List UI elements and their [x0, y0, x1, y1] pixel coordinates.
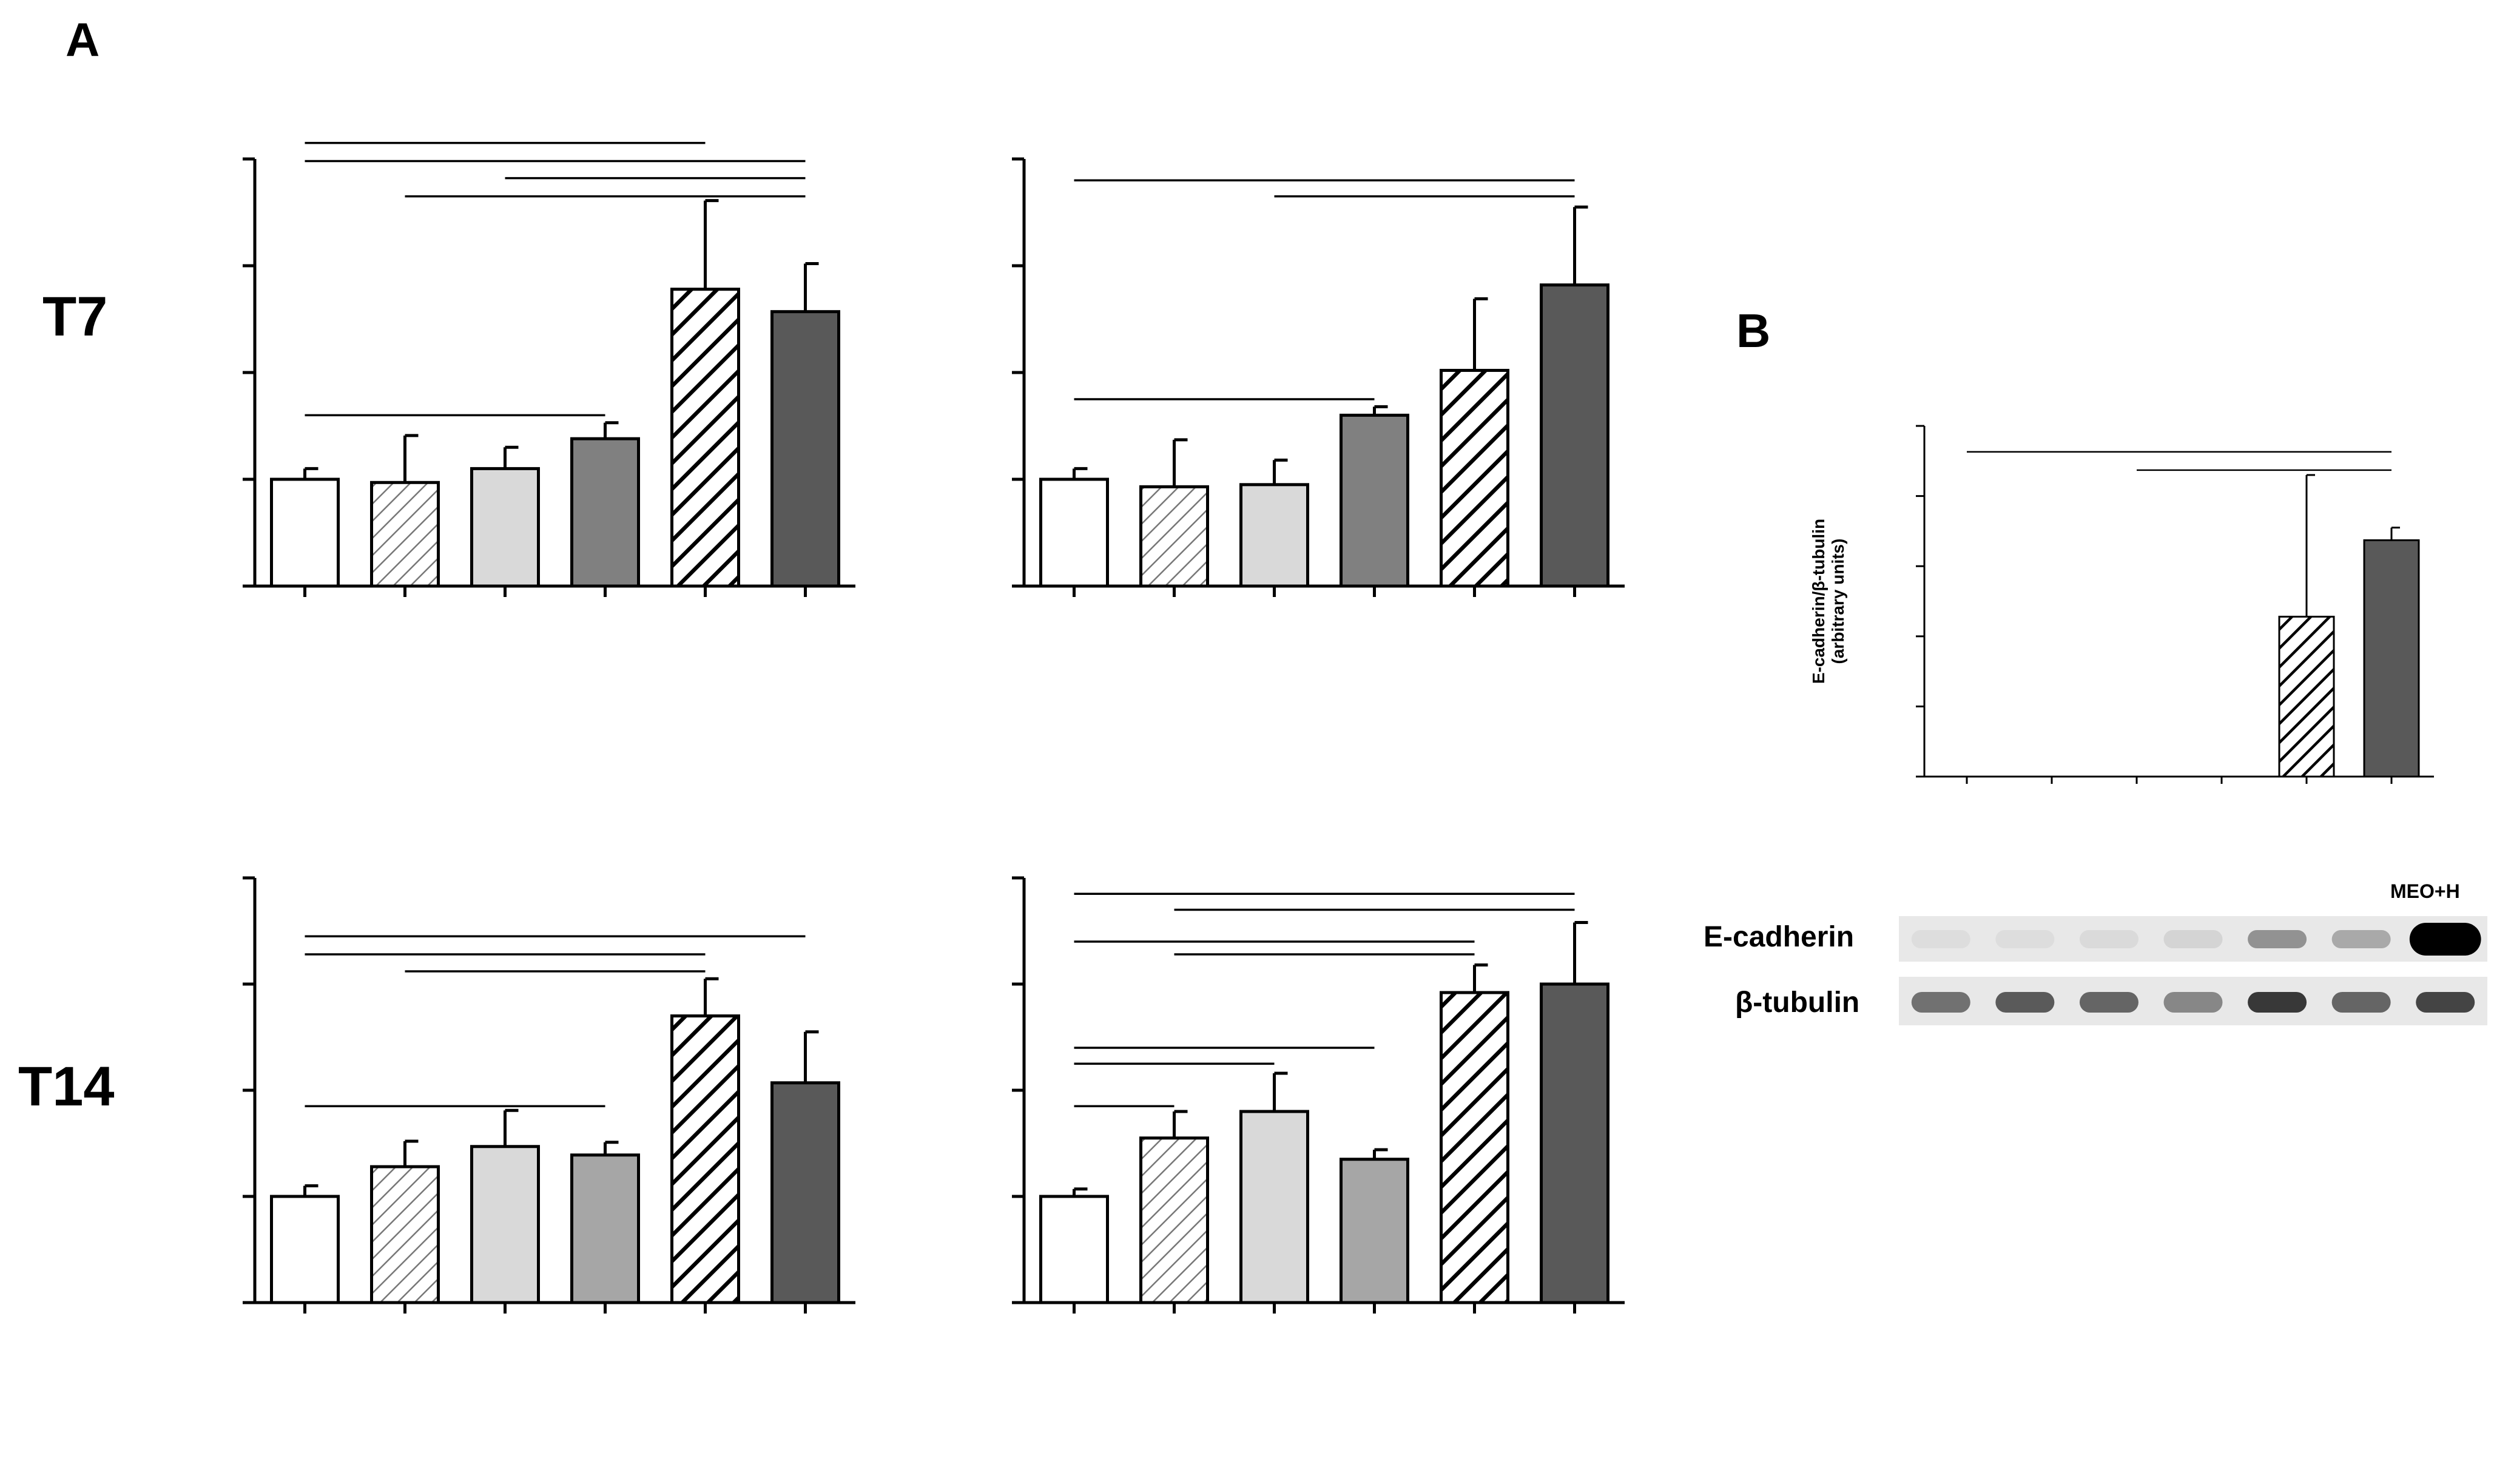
y-axis-label: E-cadherin/β-tubulin(arbitrary units)	[1809, 519, 1847, 684]
blot-band-r0-l2	[2079, 930, 2139, 948]
bar-3	[1340, 1158, 1409, 1304]
blot-lane-label: MEO+H	[2390, 880, 2460, 902]
bar-2	[470, 1145, 540, 1304]
blot-row-label-b-tubulin: β-tubulin	[1735, 987, 1859, 1019]
blot-band-r1-l4	[2248, 992, 2307, 1013]
blot-band-r0-l4	[2248, 930, 2307, 948]
bar-4	[670, 288, 740, 588]
panel-label-a: A	[66, 13, 99, 66]
blot-band-r1-l0	[1911, 992, 1970, 1013]
bar-0	[270, 477, 340, 588]
bar-5	[1540, 982, 1609, 1304]
bar-4	[1440, 991, 1509, 1304]
bar-5	[770, 310, 840, 588]
bar-2	[1239, 1110, 1309, 1304]
blot-band-r1-l5	[2331, 992, 2391, 1013]
bar-2	[1239, 483, 1309, 588]
t7-e-cadherin-chart	[243, 141, 855, 597]
blot-band-r0-l6	[2409, 923, 2481, 956]
blot-band-r1-l6	[2416, 992, 2475, 1013]
blot-band-r1-l1	[1995, 992, 2055, 1013]
blot-band-r0-l5	[2331, 930, 2391, 948]
blot-band-r0-l1	[1995, 930, 2055, 948]
bar-5	[1540, 283, 1609, 588]
bar-1	[1139, 485, 1209, 588]
bar-3	[570, 437, 640, 588]
row-label-t7: T7	[42, 286, 107, 348]
panel-label-b: B	[1736, 304, 1770, 357]
blot-band-r0-l0	[1911, 930, 1970, 948]
bar-5	[770, 1081, 840, 1304]
y-axis-label-line-1: E-cadherin/β-tubulin	[1809, 519, 1828, 684]
bar-3	[570, 1153, 640, 1304]
bar-1	[370, 1165, 440, 1304]
bar-1	[370, 481, 440, 588]
bar-3	[1340, 413, 1409, 588]
t14-k18-chart	[1012, 876, 1625, 1314]
western-blot: MEO+H E-cadherin β-tubulin	[1704, 880, 2487, 1025]
row-label-t14: T14	[18, 1056, 115, 1118]
blot-band-r1-l3	[2163, 992, 2223, 1013]
bar-4	[670, 1014, 740, 1304]
protein-e-cadherin-chart: E-cadherin/β-tubulin(arbitrary units)	[1809, 425, 2434, 784]
t14-e-cadherin-chart	[243, 876, 855, 1314]
bar-0	[270, 1195, 340, 1304]
blot-band-r1-l2	[2079, 992, 2139, 1013]
bar-5	[2363, 539, 2420, 778]
bar-4	[1440, 368, 1509, 588]
bar-0	[1039, 477, 1109, 588]
t7-k18-chart	[1012, 157, 1625, 597]
bar-0	[1039, 1195, 1109, 1304]
blot-band-r0-l3	[2163, 930, 2223, 948]
bar-1	[1139, 1136, 1209, 1304]
blot-row-label-e-cadherin: E-cadherin	[1704, 921, 1854, 953]
bar-2	[470, 467, 540, 588]
y-axis-label-line-2: (arbitrary units)	[1828, 539, 1847, 664]
bar-4	[2278, 615, 2335, 778]
